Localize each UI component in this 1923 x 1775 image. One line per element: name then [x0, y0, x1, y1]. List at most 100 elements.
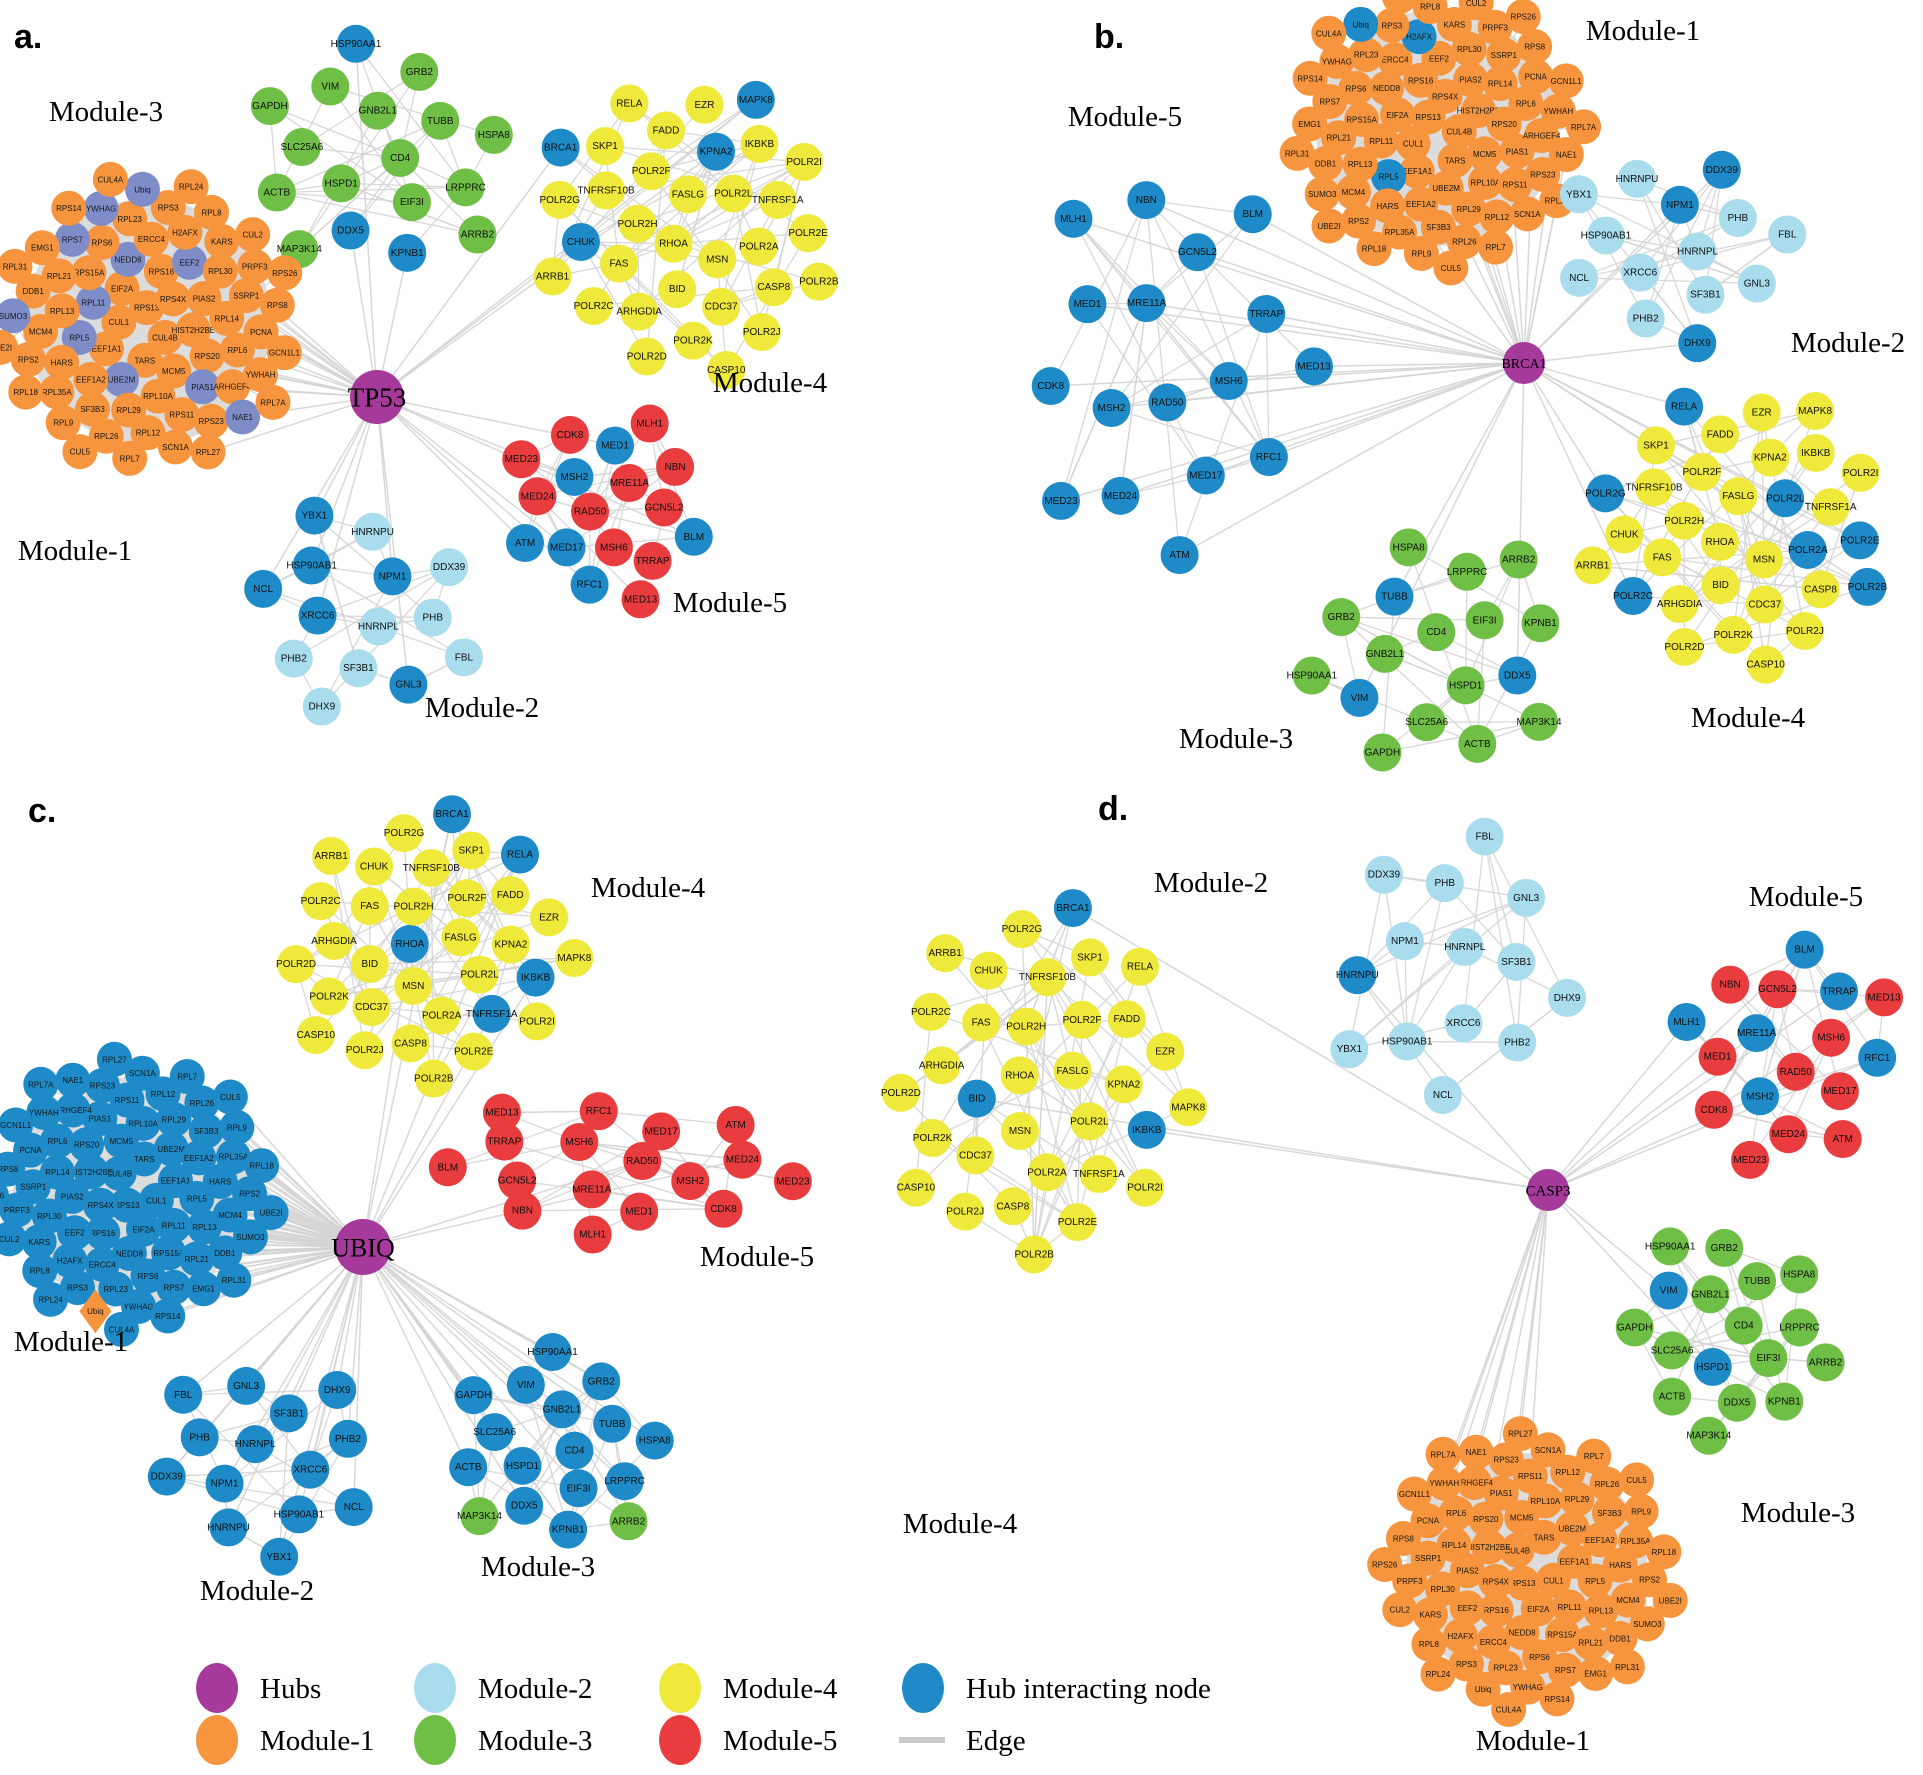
node-RAD50[interactable]	[571, 492, 610, 531]
node-NBN[interactable]	[1127, 181, 1166, 220]
node-RPL7A[interactable]	[1425, 1436, 1461, 1472]
node-DHX9[interactable]	[302, 687, 341, 726]
node-CDK8[interactable]	[1031, 367, 1070, 406]
node-RELA[interactable]	[1120, 947, 1159, 986]
node-RPL31[interactable]	[1279, 135, 1315, 171]
node-BLM[interactable]	[674, 517, 713, 556]
node-PCNA[interactable]	[1518, 58, 1554, 94]
node-TUBB[interactable]	[593, 1404, 632, 1443]
node-PHB[interactable]	[180, 1418, 219, 1457]
node-UBE2M[interactable]	[153, 1131, 189, 1167]
node-RPS23[interactable]	[1525, 156, 1561, 192]
node-DDX39[interactable]	[147, 1457, 186, 1496]
node-POLR2B[interactable]	[414, 1059, 453, 1098]
node-MAP3K14[interactable]	[1520, 702, 1559, 741]
node-RPL5[interactable]	[1371, 159, 1407, 195]
node-PCNA[interactable]	[243, 314, 279, 350]
node-RFC1[interactable]	[1858, 1038, 1897, 1077]
node-RPS8[interactable]	[1385, 1520, 1421, 1556]
node-DHX9[interactable]	[1678, 324, 1717, 363]
node-PHB2[interactable]	[328, 1419, 367, 1458]
node-RPL18[interactable]	[1356, 231, 1392, 267]
node-POLR2H[interactable]	[1665, 501, 1704, 540]
node-TUBB[interactable]	[1375, 577, 1414, 616]
node-FAS[interactable]	[1643, 538, 1682, 577]
node-PIAS1[interactable]	[185, 369, 221, 405]
node-MRE11A[interactable]	[610, 464, 649, 503]
node-ARHGEF4[interactable]	[55, 1092, 91, 1128]
node-NEDD8[interactable]	[1369, 70, 1405, 106]
node-RPS7[interactable]	[156, 1269, 192, 1305]
node-MSN[interactable]	[698, 240, 737, 279]
node-PIAS1[interactable]	[1483, 1475, 1519, 1511]
node-POLR2A[interactable]	[422, 996, 461, 1035]
node-MSH6[interactable]	[560, 1123, 599, 1162]
node-LRPPRC[interactable]	[605, 1462, 644, 1501]
node-RPL23[interactable]	[112, 201, 148, 237]
node-POLR2F[interactable]	[1063, 1000, 1102, 1039]
node-PHB[interactable]	[1425, 864, 1464, 903]
node-EIF2A[interactable]	[104, 271, 140, 307]
node-CASP8[interactable]	[754, 268, 793, 307]
node-POLR2H[interactable]	[394, 887, 433, 926]
node-CDC37[interactable]	[1745, 585, 1784, 624]
node-MED24[interactable]	[723, 1140, 762, 1179]
node-POLR2G[interactable]	[384, 814, 423, 853]
node-POLR2F[interactable]	[1682, 453, 1721, 492]
node-GCN1L1[interactable]	[1396, 1476, 1432, 1512]
node-POLR2E[interactable]	[454, 1032, 493, 1071]
node-RPS15A[interactable]	[71, 255, 107, 291]
node-HNRNPU[interactable]	[209, 1508, 248, 1547]
node-ARRB2[interactable]	[458, 215, 497, 254]
node-RAD50[interactable]	[623, 1142, 662, 1181]
node-RPS14[interactable]	[1539, 1681, 1575, 1717]
node-Ubiq[interactable]	[124, 171, 160, 207]
node-VIM[interactable]	[1649, 1271, 1688, 1310]
node-RPL30[interactable]	[202, 253, 238, 289]
node-NEDD8[interactable]	[1504, 1615, 1540, 1651]
hub-CASP3[interactable]	[1527, 1169, 1569, 1211]
node-CASP10[interactable]	[896, 1168, 935, 1207]
node-NBN[interactable]	[656, 447, 695, 486]
node-YBX1[interactable]	[295, 496, 334, 535]
node-CASP10[interactable]	[1746, 645, 1785, 684]
node-RPL31[interactable]	[216, 1262, 252, 1298]
node-EIF2A[interactable]	[1379, 97, 1415, 133]
node-POLR2G[interactable]	[540, 180, 579, 219]
node-FBL[interactable]	[164, 1375, 203, 1414]
node-RPL26[interactable]	[88, 418, 124, 454]
node-RPS26[interactable]	[267, 255, 303, 291]
node-MED13[interactable]	[621, 580, 660, 619]
node-RPL21[interactable]	[179, 1241, 215, 1277]
node-SUMO3[interactable]	[232, 1219, 268, 1255]
node-RPS4X[interactable]	[155, 281, 191, 317]
node-POLR2A[interactable]	[739, 227, 778, 266]
node-RPL7A[interactable]	[255, 384, 291, 420]
node-HSPA8[interactable]	[1389, 528, 1428, 567]
node-SLC25A6[interactable]	[282, 128, 321, 167]
node-KPNB1[interactable]	[388, 233, 427, 272]
node-ARRB2[interactable]	[609, 1502, 648, 1541]
node-FAS[interactable]	[599, 244, 638, 283]
node-FADD[interactable]	[647, 111, 686, 150]
node-RPL27[interactable]	[1502, 1416, 1538, 1452]
node-RPL13[interactable]	[1342, 146, 1378, 182]
node-HSP90AB1[interactable]	[1586, 216, 1625, 255]
node-KARS[interactable]	[21, 1224, 57, 1260]
node-PIAS2[interactable]	[186, 281, 222, 317]
node-RAD50[interactable]	[1776, 1052, 1815, 1091]
node-UBE2M[interactable]	[1554, 1511, 1590, 1547]
node-CUL5[interactable]	[212, 1079, 248, 1115]
node-RPL26[interactable]	[1446, 224, 1482, 260]
node-SF3B1[interactable]	[269, 1394, 308, 1433]
node-KPNB1[interactable]	[1765, 1382, 1804, 1421]
node-ARRB2[interactable]	[1499, 540, 1538, 579]
node-DDB1[interactable]	[15, 273, 51, 309]
node-HSPD1[interactable]	[503, 1446, 542, 1485]
node-RPL14[interactable]	[209, 300, 245, 336]
node-RHOA[interactable]	[654, 224, 693, 263]
node-YWHAH[interactable]	[1426, 1465, 1462, 1501]
node-POLR2E[interactable]	[789, 214, 828, 253]
node-GCN5L2[interactable]	[1758, 970, 1797, 1009]
node-MED24[interactable]	[518, 477, 557, 516]
